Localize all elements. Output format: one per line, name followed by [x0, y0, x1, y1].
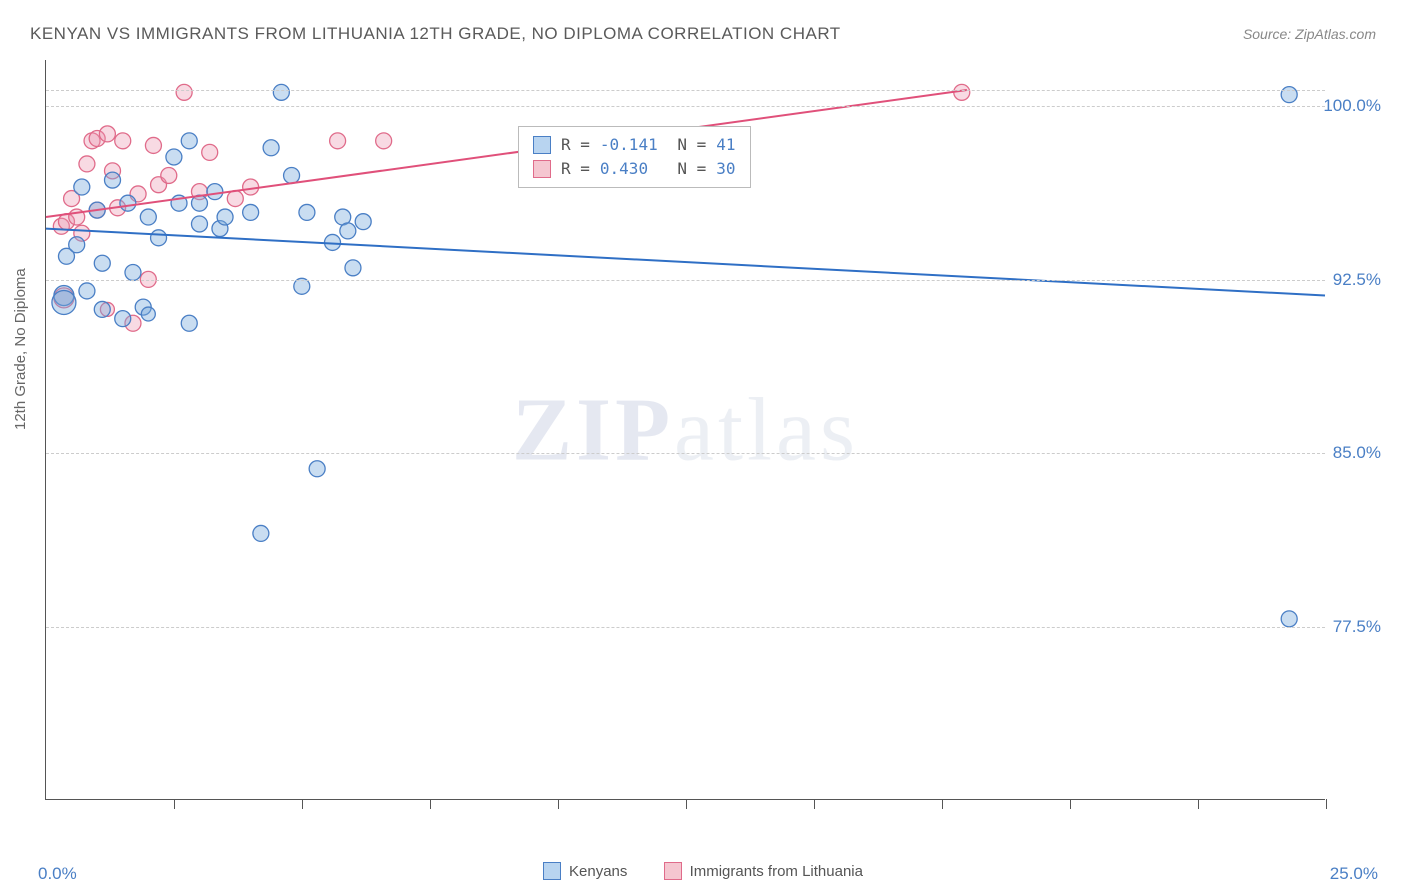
- legend-label-kenyans: Kenyans: [569, 863, 627, 880]
- data-point: [79, 156, 95, 172]
- data-point: [207, 184, 223, 200]
- legend-label-lithuania: Immigrants from Lithuania: [690, 863, 863, 880]
- data-point: [176, 84, 192, 100]
- y-axis-label: 12th Grade, No Diploma: [12, 268, 29, 430]
- data-point: [243, 179, 259, 195]
- stats-r-lithuania: 0.430: [600, 157, 648, 181]
- trend-line: [46, 90, 967, 217]
- data-point: [125, 264, 141, 280]
- data-point: [340, 223, 356, 239]
- stats-r-label2: R =: [561, 157, 590, 181]
- x-tick: [686, 799, 687, 809]
- stats-r-kenyans: -0.141: [600, 133, 658, 157]
- gridline-h: [46, 627, 1325, 628]
- y-tick-label: 85.0%: [1333, 443, 1381, 463]
- x-tick: [430, 799, 431, 809]
- data-point: [99, 126, 115, 142]
- data-point: [69, 237, 85, 253]
- y-tick-label: 100.0%: [1323, 96, 1381, 116]
- data-point: [330, 133, 346, 149]
- stats-row-kenyans: R = -0.141 N = 41: [533, 133, 736, 157]
- data-point: [294, 278, 310, 294]
- data-point: [284, 167, 300, 183]
- gridline-top: [46, 90, 1325, 91]
- data-point: [227, 191, 243, 207]
- data-point: [191, 216, 207, 232]
- data-point: [181, 133, 197, 149]
- data-point: [140, 209, 156, 225]
- y-tick-label: 92.5%: [1333, 270, 1381, 290]
- data-point: [243, 204, 259, 220]
- stats-box: R = -0.141 N = 41 R = 0.430 N = 30: [518, 126, 751, 188]
- source-attribution: Source: ZipAtlas.com: [1243, 26, 1376, 42]
- data-point: [105, 172, 121, 188]
- y-tick-label: 77.5%: [1333, 617, 1381, 637]
- data-point: [161, 167, 177, 183]
- plot-area: ZIPatlas R = -0.141 N = 41 R = 0.430 N =…: [45, 60, 1325, 800]
- gridline-h: [46, 280, 1325, 281]
- legend: Kenyans Immigrants from Lithuania: [0, 862, 1406, 884]
- data-point: [166, 149, 182, 165]
- data-point: [217, 209, 233, 225]
- stats-n-kenyans: 41: [716, 133, 735, 157]
- data-point: [263, 140, 279, 156]
- legend-item-lithuania: Immigrants from Lithuania: [664, 862, 863, 880]
- x-tick: [814, 799, 815, 809]
- stats-n-label2: N =: [658, 157, 706, 181]
- data-point: [94, 301, 110, 317]
- data-point: [120, 195, 136, 211]
- stats-row-lithuania: R = 0.430 N = 30: [533, 157, 736, 181]
- stats-n-label: N =: [668, 133, 707, 157]
- data-point: [376, 133, 392, 149]
- data-point: [253, 525, 269, 541]
- x-tick: [1198, 799, 1199, 809]
- data-point: [115, 311, 131, 327]
- legend-swatch-kenyans: [543, 862, 561, 880]
- legend-item-kenyans: Kenyans: [543, 862, 627, 880]
- data-point: [151, 230, 167, 246]
- data-point: [299, 204, 315, 220]
- data-point: [94, 255, 110, 271]
- data-point: [74, 179, 90, 195]
- stats-swatch-lithuania: [533, 160, 551, 178]
- data-point: [273, 84, 289, 100]
- data-point: [1281, 611, 1297, 627]
- data-point: [115, 133, 131, 149]
- data-point: [52, 291, 76, 315]
- data-point: [345, 260, 361, 276]
- data-point: [355, 214, 371, 230]
- trend-line: [46, 229, 1325, 296]
- x-tick: [942, 799, 943, 809]
- data-point: [79, 283, 95, 299]
- gridline-h: [46, 106, 1325, 107]
- data-point: [141, 307, 155, 321]
- data-point: [145, 137, 161, 153]
- x-tick: [1070, 799, 1071, 809]
- x-tick: [558, 799, 559, 809]
- stats-n-lithuania: 30: [716, 157, 735, 181]
- data-point: [309, 461, 325, 477]
- x-tick: [1326, 799, 1327, 809]
- data-point: [181, 315, 197, 331]
- x-tick: [174, 799, 175, 809]
- stats-r-label: R =: [561, 133, 590, 157]
- gridline-h: [46, 453, 1325, 454]
- stats-swatch-kenyans: [533, 136, 551, 154]
- chart-title: KENYAN VS IMMIGRANTS FROM LITHUANIA 12TH…: [30, 24, 841, 44]
- x-tick: [302, 799, 303, 809]
- data-point: [202, 144, 218, 160]
- legend-swatch-lithuania: [664, 862, 682, 880]
- data-point: [1281, 87, 1297, 103]
